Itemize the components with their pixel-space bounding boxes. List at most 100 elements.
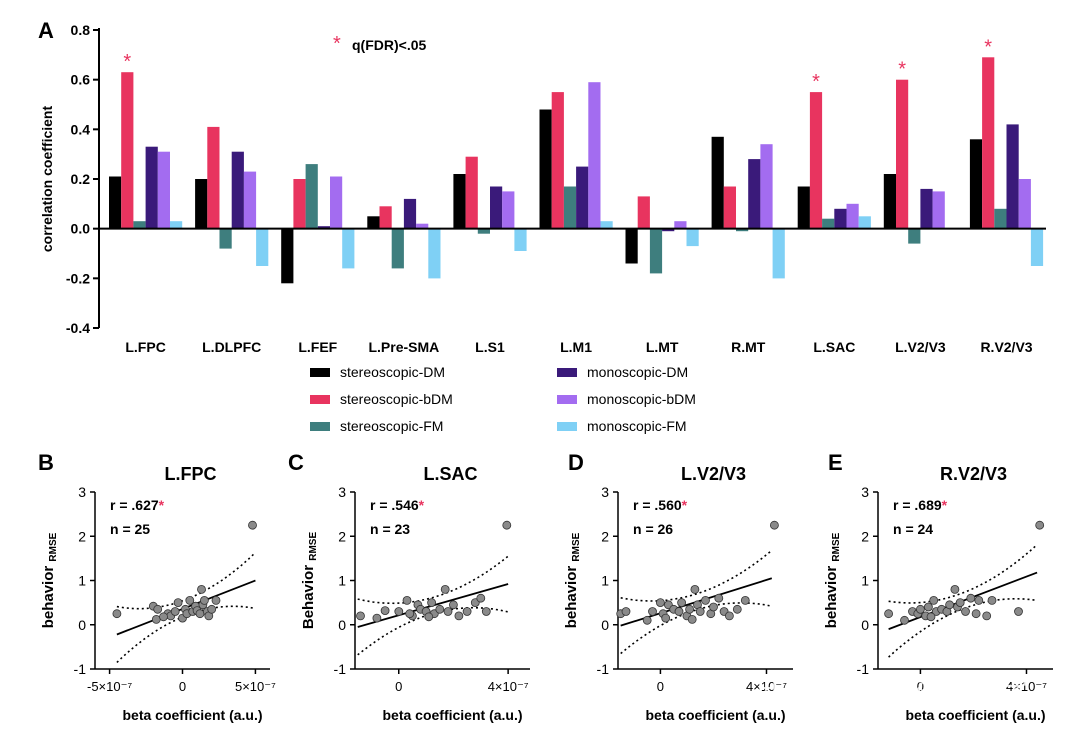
bar [367,216,380,229]
bar [243,171,257,229]
y-tick-label: 0.4 [71,121,91,137]
bar [932,191,945,229]
bar [908,228,921,244]
data-point [955,598,965,607]
panel-label-a: A [38,18,54,43]
legend-label: stereoscopic-FM [340,418,443,434]
data-point [197,585,206,594]
data-point [356,611,365,621]
x-tick-label: -5×10⁻⁷ [87,679,132,694]
data-point [924,602,933,612]
x-tick-label: 4×10⁻⁷ [1006,679,1047,694]
data-point [1014,607,1023,616]
bar [723,186,736,229]
bar [920,188,933,229]
y-tick-label: 2 [861,528,869,544]
significance-star: * [898,59,906,81]
data-point [687,615,697,624]
y-tick-label: 1 [601,573,609,589]
data-point [440,585,450,594]
legend-label: stereoscopic-bDM [340,391,453,407]
bar [662,228,675,232]
x-tick-label: 0 [917,679,924,694]
bar [403,198,417,229]
y-axis-label: behavior RMSE [40,532,59,628]
panel-label: B [38,450,54,475]
bar [822,218,835,229]
data-point [405,609,415,619]
bar [293,179,306,229]
bar [994,208,1007,229]
ci-upper [888,544,1038,604]
correlation-stat: r = .627* [110,497,165,513]
bar [563,186,577,229]
x-category-label: L.S1 [475,339,505,355]
data-point [454,611,464,621]
x-category-label: L.SAC [813,339,855,355]
significance-legend-star: * [333,33,341,55]
x-tick-label: 0 [179,679,186,694]
data-point [685,604,694,614]
correlation-stat: r = .689* [893,497,948,513]
data-point [701,596,710,605]
bar [109,176,122,229]
data-point [740,596,750,605]
y-tick-label: 0 [861,617,869,633]
x-tick-label: 4×10⁻⁷ [746,679,787,694]
x-category-label: L.V2/V3 [895,339,946,355]
y-tick-label: -1 [74,661,87,677]
bar [1030,228,1044,266]
ci-lower [116,605,256,663]
data-point [971,609,981,619]
panel-label: D [568,450,584,475]
bar [330,176,343,229]
data-point [900,615,909,625]
data-point [714,593,724,603]
bar [686,228,699,247]
y-axis-label: behavior RMSE [823,532,842,628]
bar [588,82,601,229]
y-tick-label: 0 [78,617,86,633]
sample-size: n = 23 [370,521,410,537]
bar [674,221,687,229]
data-point [248,520,257,530]
data-point [709,602,718,612]
significance-legend-text: q(FDR)<.05 [352,37,427,53]
y-tick-label: -1 [597,661,610,677]
data-point [945,600,954,610]
correlation-stat: r = .546* [370,497,425,513]
data-point [987,596,997,605]
data-point [966,593,976,603]
bar [195,179,208,229]
panel-label: C [288,450,304,475]
legend-label: stereoscopic-DM [340,364,445,380]
data-point [424,612,434,622]
data-point [448,600,458,610]
bar [305,164,318,229]
y-tick-label: -0.2 [66,270,90,286]
bar [797,186,810,229]
x-axis-label: beta coefficient (a.u.) [382,707,522,723]
bar [760,144,773,229]
data-point [677,598,686,607]
scatter-title: L.FPC [165,464,217,484]
bar [883,174,896,229]
data-point [380,606,390,615]
data-point [1035,520,1045,530]
data-point [211,596,221,605]
bar [748,159,761,229]
bar [539,109,552,229]
data-point [502,520,512,530]
x-axis-label: beta coefficient (a.u.) [645,707,785,723]
data-point [982,611,992,621]
bar [416,223,429,229]
y-tick-label: 2 [78,528,86,544]
correlation-stat: r = .560* [633,497,688,513]
significance-star: * [984,36,992,58]
data-point [462,607,472,616]
bar [576,166,589,229]
bar [219,228,232,249]
data-point [695,607,705,616]
scatter-title: R.V2/V3 [940,464,1007,484]
data-point [427,598,437,607]
